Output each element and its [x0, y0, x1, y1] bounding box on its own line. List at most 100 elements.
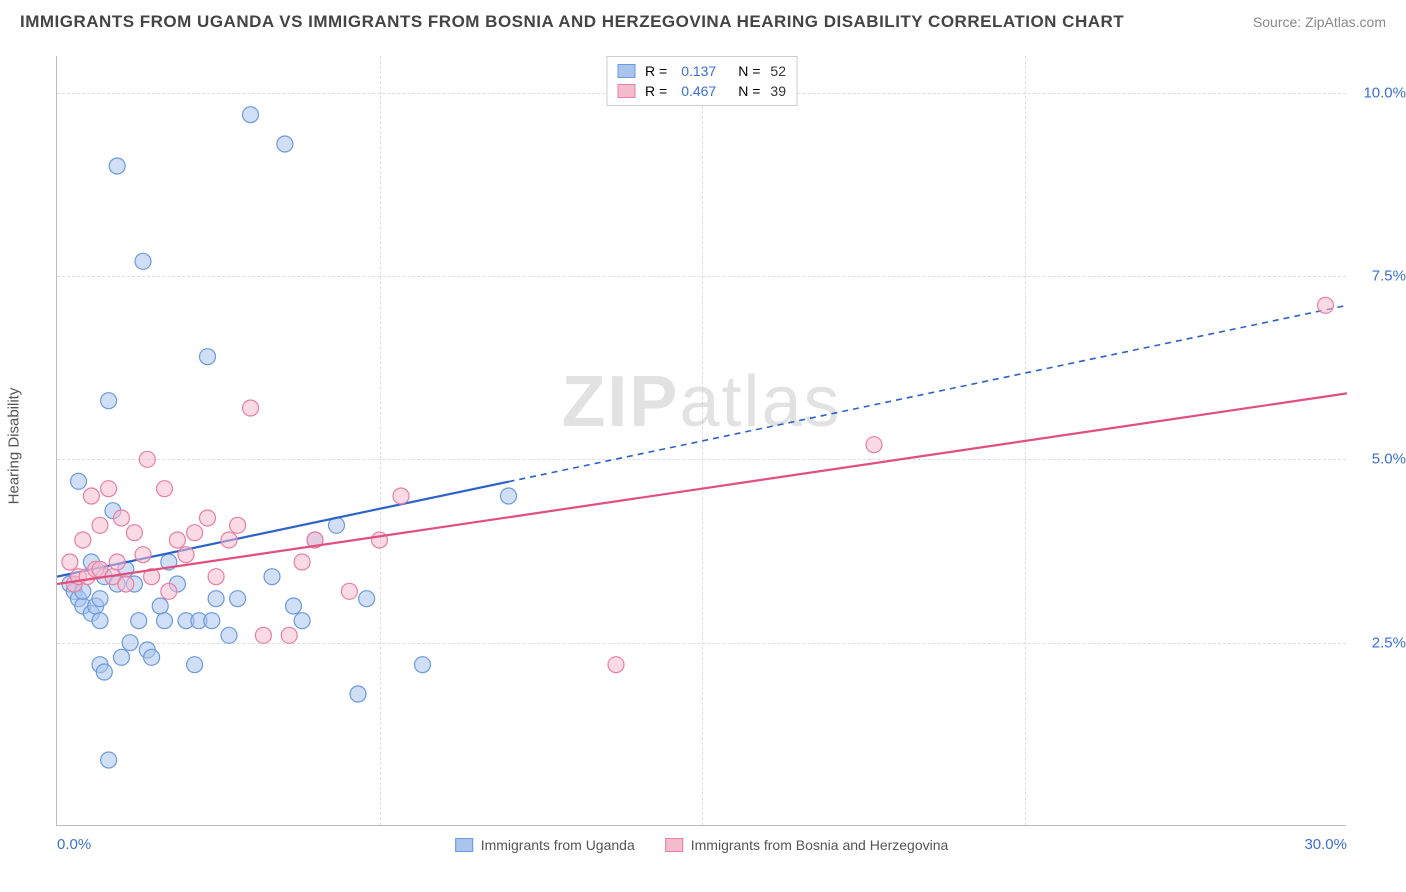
legend-bottom-item: Immigrants from Bosnia and Herzegovina — [665, 837, 949, 853]
scatter-point — [126, 576, 142, 592]
scatter-point — [208, 591, 224, 607]
scatter-point — [92, 657, 108, 673]
scatter-point — [75, 583, 91, 599]
scatter-point — [118, 576, 134, 592]
scatter-point — [66, 576, 82, 592]
ytick-label: 2.5% — [1351, 634, 1406, 651]
scatter-point — [221, 627, 237, 643]
scatter-point — [200, 510, 216, 526]
scatter-point — [243, 400, 259, 416]
scatter-point — [286, 598, 302, 614]
scatter-point — [71, 569, 87, 585]
scatter-point — [152, 598, 168, 614]
scatter-point — [92, 561, 108, 577]
scatter-point — [96, 664, 112, 680]
scatter-point — [243, 107, 259, 123]
scatter-point — [230, 591, 246, 607]
scatter-point — [187, 657, 203, 673]
scatter-point — [101, 393, 117, 409]
scatter-point — [109, 158, 125, 174]
scatter-point — [277, 136, 293, 152]
scatter-point — [178, 613, 194, 629]
scatter-point — [608, 657, 624, 673]
scatter-point — [79, 569, 95, 585]
legend-top-row: R =0.137N = 52 — [617, 61, 786, 81]
scatter-point — [415, 657, 431, 673]
scatter-point — [105, 503, 121, 519]
scatter-point — [92, 517, 108, 533]
scatter-point — [83, 605, 99, 621]
scatter-point — [393, 488, 409, 504]
scatter-point — [135, 547, 151, 563]
chart-title: IMMIGRANTS FROM UGANDA VS IMMIGRANTS FRO… — [20, 12, 1124, 32]
scatter-point — [96, 569, 112, 585]
scatter-point — [1318, 297, 1334, 313]
scatter-point — [307, 532, 323, 548]
scatter-point — [161, 554, 177, 570]
xtick-label: 30.0% — [1304, 836, 1347, 853]
scatter-point — [83, 488, 99, 504]
ytick-label: 5.0% — [1351, 451, 1406, 468]
legend-top-row: R =0.467N = 39 — [617, 81, 786, 101]
plot-area: ZIPatlas R =0.137N = 52R =0.467N = 39 Im… — [56, 56, 1346, 826]
scatter-point — [157, 613, 173, 629]
scatter-point — [329, 517, 345, 533]
watermark-a: ZIP — [561, 362, 679, 442]
scatter-point — [169, 576, 185, 592]
scatter-point — [114, 510, 130, 526]
scatter-point — [114, 649, 130, 665]
scatter-point — [294, 554, 310, 570]
scatter-point — [307, 532, 323, 548]
chart-container: ZIPatlas R =0.137N = 52R =0.467N = 39 Im… — [56, 56, 1376, 826]
scatter-point — [62, 576, 78, 592]
scatter-point — [92, 591, 108, 607]
watermark-b: atlas — [679, 362, 841, 442]
legend-series-name: Immigrants from Uganda — [481, 837, 635, 853]
scatter-point — [294, 613, 310, 629]
legend-n-label: N = — [738, 63, 760, 79]
legend-swatch — [665, 838, 683, 852]
scatter-point — [92, 613, 108, 629]
legend-bottom: Immigrants from Uganda Immigrants from Bo… — [455, 837, 949, 853]
scatter-point — [169, 532, 185, 548]
scatter-point — [255, 627, 271, 643]
legend-n-label: N = — [738, 83, 760, 99]
xtick-label: 0.0% — [57, 836, 91, 853]
scatter-point — [359, 591, 375, 607]
trend-line-dash — [509, 305, 1348, 481]
scatter-point — [101, 481, 117, 497]
legend-bottom-item: Immigrants from Uganda — [455, 837, 635, 853]
scatter-point — [83, 554, 99, 570]
scatter-point — [230, 517, 246, 533]
y-axis-label: Hearing Disability — [6, 388, 23, 505]
scatter-point — [144, 649, 160, 665]
scatter-point — [126, 525, 142, 541]
scatter-point — [157, 481, 173, 497]
legend-r-value: 0.467 — [681, 83, 716, 99]
scatter-point — [118, 561, 134, 577]
scatter-point — [66, 583, 82, 599]
scatter-point — [135, 253, 151, 269]
scatter-point — [75, 532, 91, 548]
scatter-point — [101, 752, 117, 768]
scatter-point — [139, 642, 155, 658]
scatter-point — [75, 598, 91, 614]
scatter-point — [866, 437, 882, 453]
legend-n-value: 52 — [770, 63, 786, 79]
ytick-label: 7.5% — [1351, 268, 1406, 285]
scatter-point — [187, 525, 203, 541]
trend-line — [57, 482, 509, 577]
scatter-point — [341, 583, 357, 599]
scatter-point — [281, 627, 297, 643]
legend-series-name: Immigrants from Bosnia and Herzegovina — [691, 837, 949, 853]
scatter-point — [208, 569, 224, 585]
source-label: Source: ZipAtlas.com — [1253, 14, 1386, 30]
scatter-point — [71, 473, 87, 489]
legend-n-value: 39 — [770, 83, 786, 99]
ytick-label: 10.0% — [1351, 84, 1406, 101]
legend-swatch — [455, 838, 473, 852]
scatter-point — [264, 569, 280, 585]
scatter-point — [178, 547, 194, 563]
scatter-point — [191, 613, 207, 629]
scatter-point — [109, 554, 125, 570]
